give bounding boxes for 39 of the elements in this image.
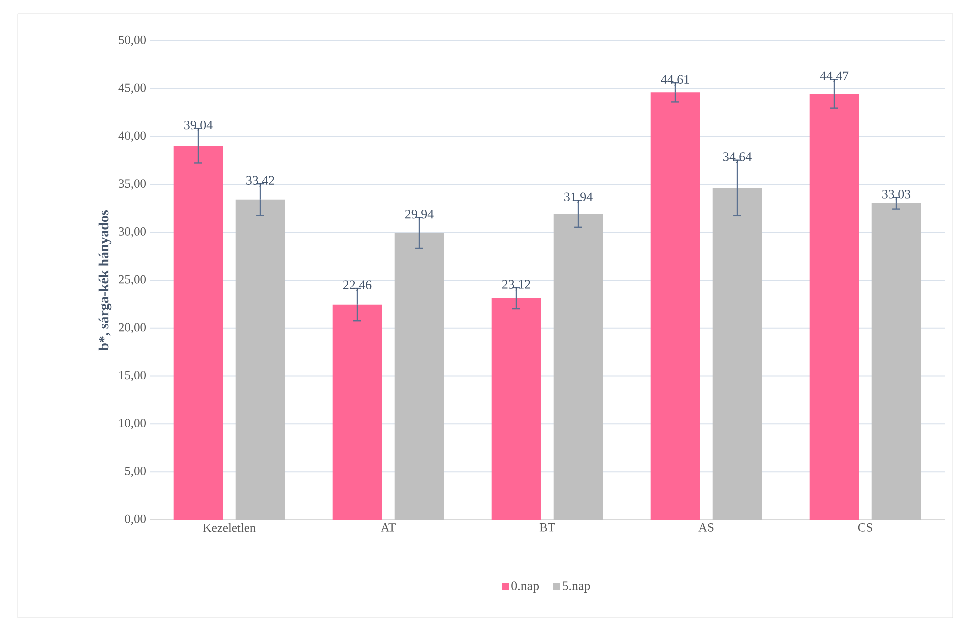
legend-label: 5.nap [563, 582, 590, 593]
legend-label: 0.nap [512, 582, 540, 594]
x-tick-label: BT [540, 524, 556, 532]
x-tick-label: CS [858, 524, 872, 532]
bar [554, 214, 604, 520]
bar [332, 304, 382, 520]
y-tick-label: 10,00 [120, 419, 146, 430]
data-label: 44,47 [820, 72, 849, 82]
y-tick-label: 40,00 [118, 132, 146, 142]
bar [712, 188, 762, 520]
data-label: 31,94 [564, 192, 593, 204]
data-label: 34,64 [724, 152, 752, 164]
data-label: 23,12 [502, 280, 530, 291]
x-tick-label: AS [698, 524, 714, 532]
bar [174, 146, 224, 520]
data-label: 33,03 [882, 190, 911, 201]
bar [810, 94, 860, 520]
x-tick-label: AT [381, 524, 396, 532]
bar [872, 204, 922, 520]
y-axis-title: b*, sárga-kék hányados [98, 210, 112, 351]
bar [492, 298, 542, 520]
data-label: 39,04 [184, 120, 213, 132]
bar [650, 92, 700, 520]
data-label: 33,42 [246, 176, 274, 187]
bar [394, 233, 444, 520]
y-tick-label: 35,00 [119, 180, 146, 190]
y-tick-label: 30,00 [119, 227, 146, 238]
y-tick-label: 25,00 [119, 275, 146, 286]
x-tick-label: Kezeletlen [203, 524, 256, 532]
data-label: 44,61 [661, 75, 690, 86]
data-label: 22,46 [343, 280, 372, 292]
y-tick-label: 15,00 [120, 371, 146, 382]
bar [236, 200, 286, 520]
y-tick-label: 50,00 [119, 36, 146, 46]
y-tick-label: 20,00 [119, 323, 146, 334]
y-tick-label: 45,00 [118, 84, 146, 94]
y-tick-label: 5,00 [125, 466, 146, 478]
y-tick-label: 0,00 [125, 514, 146, 526]
data-label: 29,94 [406, 210, 434, 221]
